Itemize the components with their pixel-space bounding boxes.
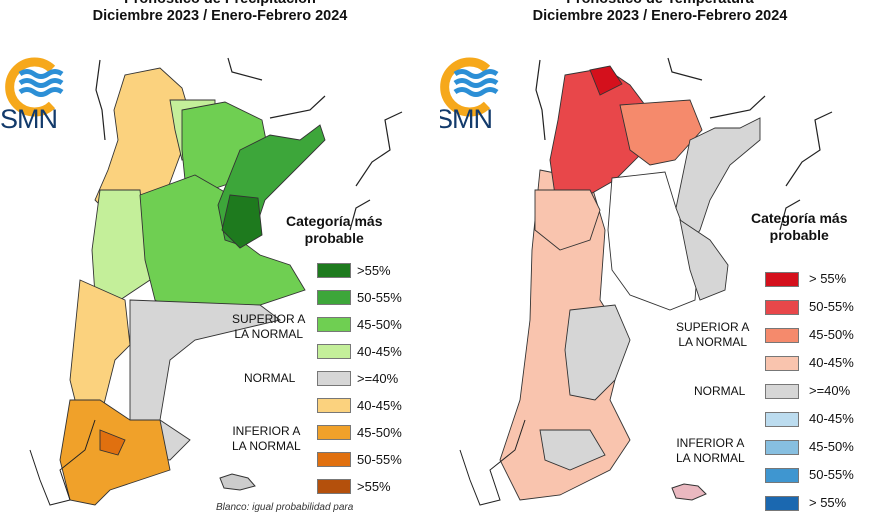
argentina-regions xyxy=(499,65,761,501)
chile-coastline xyxy=(459,419,526,506)
precip-title-line2: Diciembre 2023 / Enero-Febrero 2024 xyxy=(92,8,348,24)
temp-legend-title-line1: Categoría más xyxy=(751,210,848,226)
temp-legend-label: 40-45% xyxy=(809,355,854,370)
temp-legend-swatch xyxy=(765,272,799,287)
precip-legend-label: 40-45% xyxy=(357,344,402,359)
precip-legend-label: >=40% xyxy=(357,371,399,386)
neighbor-borders xyxy=(535,57,833,231)
precip-group-inferior-line1: INFERIOR A xyxy=(232,424,301,438)
precip-legend-label: 50-55% xyxy=(357,290,402,305)
precip-group-superior: SUPERIOR A LA NORMAL xyxy=(232,312,305,342)
malvinas-islands xyxy=(671,483,707,501)
precip-legend-swatch xyxy=(317,425,351,440)
temp-legend-label: > 55% xyxy=(809,495,847,510)
neighbor-borders xyxy=(95,57,403,231)
temp-legend-label: 45-50% xyxy=(809,439,854,454)
temp-legend-swatch xyxy=(765,496,799,511)
precip-legend-label: 45-50% xyxy=(357,317,402,332)
precip-legend-title: Categoría más probable xyxy=(286,213,382,247)
precip-legend-swatch xyxy=(317,344,351,359)
temp-group-inferior: INFERIOR A LA NORMAL xyxy=(676,436,745,466)
precip-legend-swatch xyxy=(317,290,351,305)
precip-legend-title-line2: probable xyxy=(304,230,364,246)
chile-coastline xyxy=(29,419,96,506)
temp-title-line2: Diciembre 2023 / Enero-Febrero 2024 xyxy=(532,8,788,24)
temp-legend-label: > 55% xyxy=(809,271,847,286)
precipitation-map xyxy=(29,57,403,506)
temp-legend-title: Categoría más probable xyxy=(751,210,847,244)
temp-legend-label: 50-55% xyxy=(809,299,854,314)
precip-legend-label: 45-50% xyxy=(357,425,402,440)
temp-legend-swatch xyxy=(765,412,799,427)
smn-logo-text: SMN xyxy=(440,104,493,134)
precip-legend-label: 40-45% xyxy=(357,398,402,413)
precip-legend-swatch xyxy=(317,263,351,278)
temp-group-superior: SUPERIOR A LA NORMAL xyxy=(676,320,749,350)
temp-legend-label: 45-50% xyxy=(809,327,854,342)
precip-group-superior-line2: LA NORMAL xyxy=(234,327,304,341)
temp-legend-swatch xyxy=(765,356,799,371)
temperature-panel: Pronóstico de Temperatura Diciembre 2023… xyxy=(440,0,880,512)
temp-group-superior-line1: SUPERIOR A xyxy=(676,320,750,334)
temp-group-superior-line2: LA NORMAL xyxy=(678,335,748,349)
precip-legend-label: >55% xyxy=(357,263,391,278)
precip-white-note: Blanco: igual probabilidad para xyxy=(216,502,354,512)
malvinas-islands xyxy=(219,473,256,491)
precip-legend-swatch xyxy=(317,371,351,386)
temp-legend-title-line2: probable xyxy=(769,227,829,243)
temp-legend-swatch xyxy=(765,300,799,315)
precip-legend-label: >55% xyxy=(357,479,391,494)
precip-legend-swatch xyxy=(317,398,351,413)
precip-group-inferior: INFERIOR A LA NORMAL xyxy=(232,424,301,454)
temperature-map xyxy=(459,57,833,506)
precip-group-normal: NORMAL xyxy=(244,371,296,385)
precipitation-panel: Pronóstico de Precipitación Diciembre 20… xyxy=(0,0,440,512)
temp-legend-swatch xyxy=(765,384,799,399)
precip-title-line1: Pronóstico de Precipitación xyxy=(0,0,440,8)
precip-legend-swatch xyxy=(317,317,351,332)
temp-group-inferior-line2: LA NORMAL xyxy=(676,451,745,465)
temp-legend-label: 40-45% xyxy=(809,411,854,426)
precip-legend-label: 50-55% xyxy=(357,452,402,467)
precip-legend-title-line1: Categoría más xyxy=(286,213,383,229)
smn-logo-text: SMN xyxy=(0,104,58,134)
temp-group-normal: NORMAL xyxy=(694,384,746,398)
temp-legend-swatch xyxy=(765,328,799,343)
temp-legend-label: >=40% xyxy=(809,383,851,398)
smn-logo-icon xyxy=(440,57,499,117)
temp-legend-label: 50-55% xyxy=(809,467,854,482)
temp-group-inferior-line1: INFERIOR A xyxy=(676,436,745,450)
precip-legend-swatch xyxy=(317,479,351,494)
precip-legend-swatch xyxy=(317,452,351,467)
smn-logo-icon xyxy=(5,57,64,117)
temp-legend-swatch xyxy=(765,440,799,455)
temp-legend-swatch xyxy=(765,468,799,483)
argentina-regions xyxy=(59,67,326,506)
temp-title-line1: Pronóstico de Temperatura xyxy=(440,0,880,8)
precip-group-superior-line1: SUPERIOR A xyxy=(232,312,306,326)
precip-group-inferior-line2: LA NORMAL xyxy=(232,439,301,453)
